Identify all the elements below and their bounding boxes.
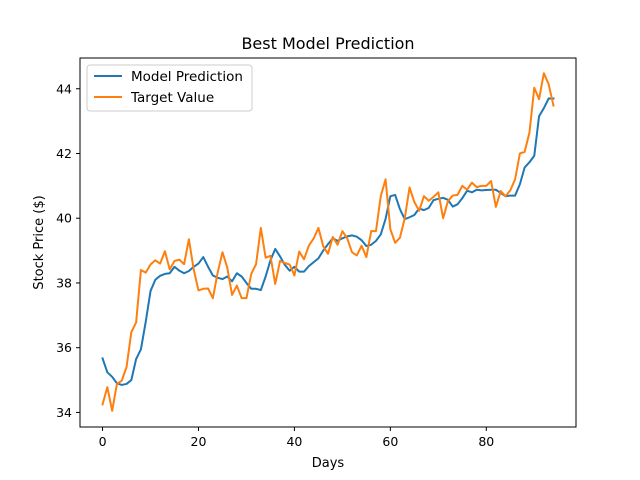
plot-frame [79, 57, 577, 428]
y-tick-label: 42 [56, 146, 72, 161]
y-axis-label: Stock Price ($) [32, 195, 47, 289]
legend-box [86, 64, 253, 112]
y-tick-label: 34 [56, 405, 72, 420]
legend-label-target-value: Target Value [130, 90, 214, 106]
x-tick-label: 20 [191, 434, 207, 449]
x-tick-label: 60 [382, 434, 398, 449]
x-axis: 0 20 40 60 80 [99, 427, 494, 449]
y-axis: 34 36 38 40 42 44 [56, 81, 80, 420]
x-tick-label: 40 [286, 434, 302, 449]
y-tick-label: 38 [56, 275, 72, 290]
series-line-target-value [101, 72, 555, 412]
chart-title: Best Model Prediction [241, 34, 414, 53]
x-tick-label: 0 [99, 434, 107, 449]
series-line-model-prediction [101, 97, 555, 386]
series-layer [101, 72, 555, 412]
y-tick-label: 44 [56, 81, 72, 96]
x-axis-label: Days [312, 456, 345, 471]
x-tick-label: 80 [478, 434, 494, 449]
y-tick-label: 40 [56, 211, 72, 226]
legend: Model Prediction Target Value [86, 64, 253, 112]
legend-label-model-prediction: Model Prediction [131, 69, 243, 85]
y-tick-label: 36 [56, 340, 72, 355]
